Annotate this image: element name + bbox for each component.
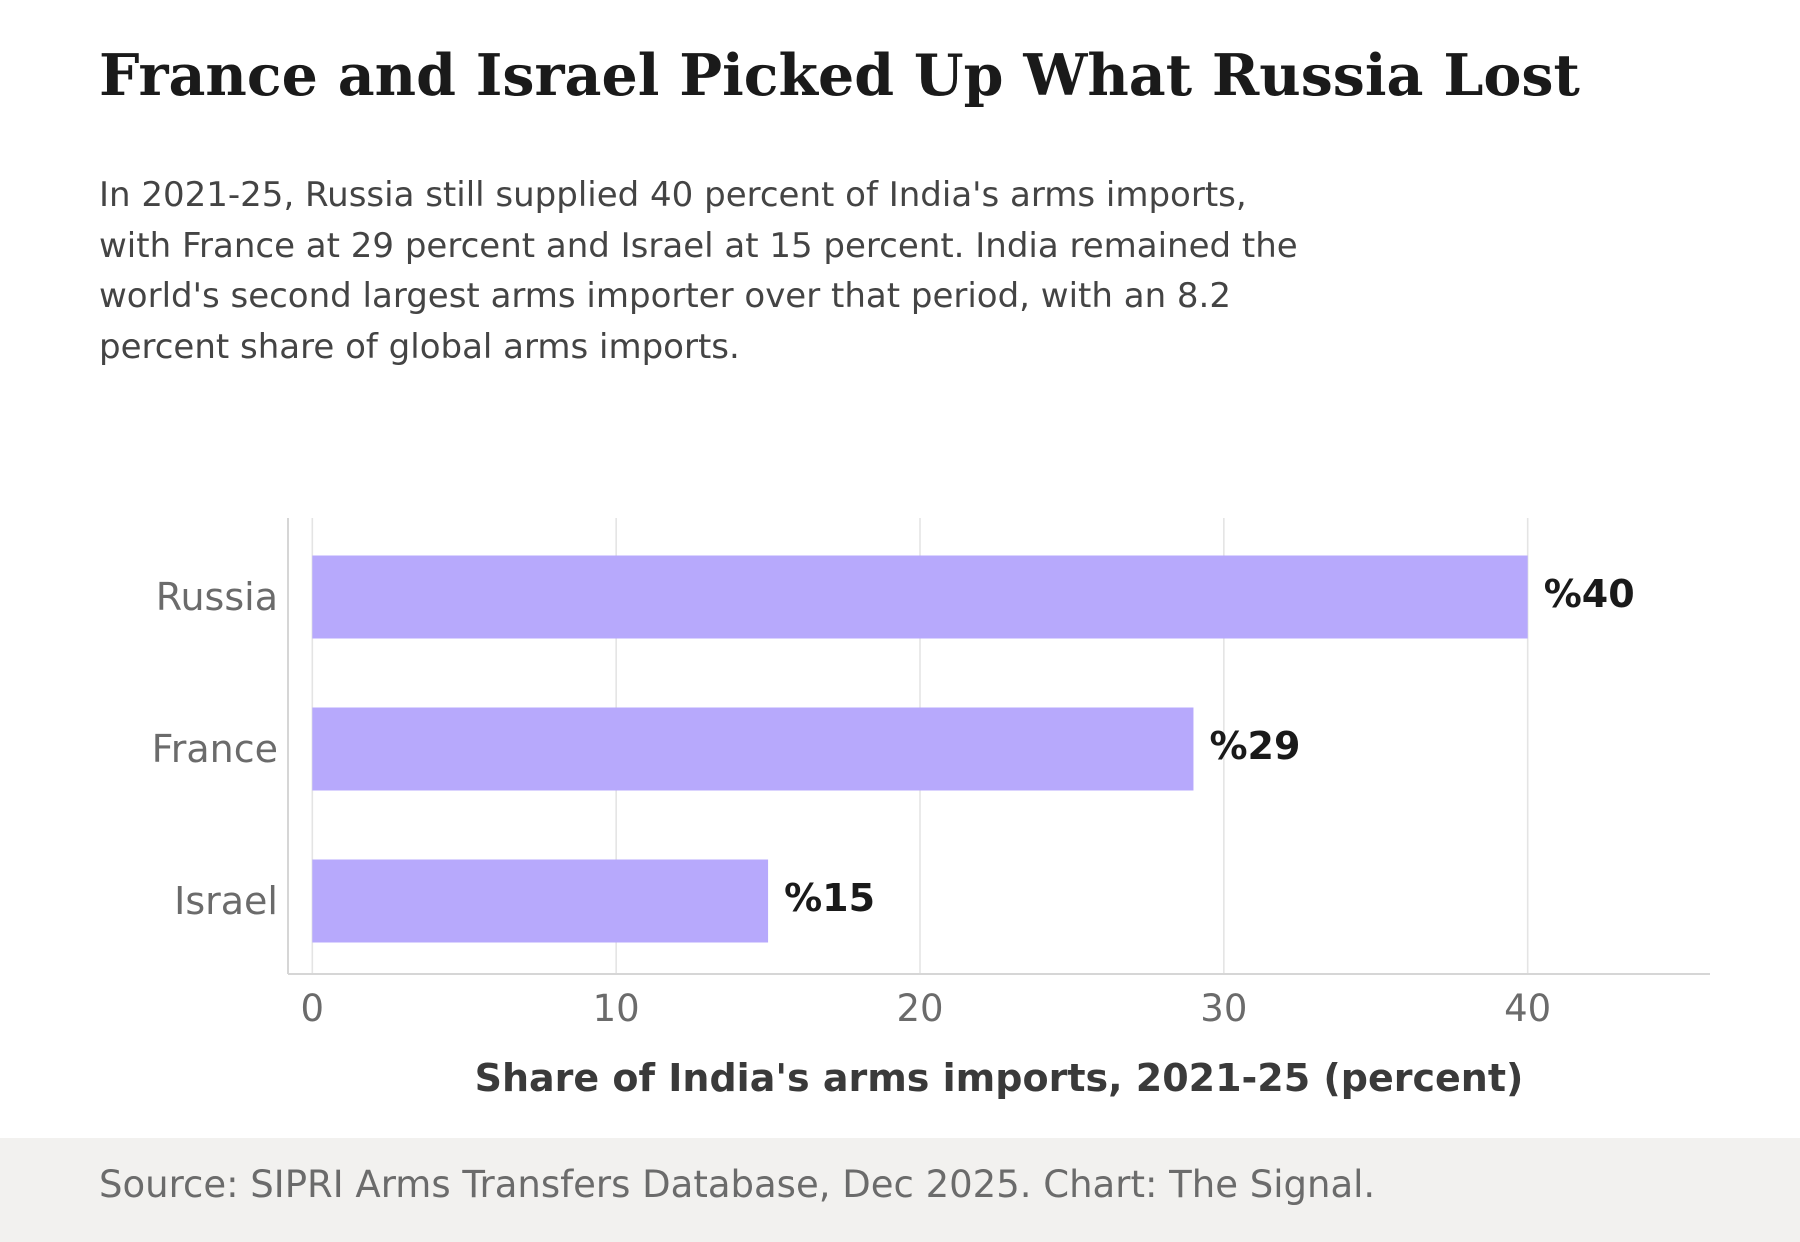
axes (287, 518, 1710, 975)
chart-title: France and Israel Picked Up What Russia … (99, 42, 1580, 109)
bar-russia (312, 555, 1528, 639)
x-tick-label: 0 (301, 987, 325, 1030)
y-category-label: France (152, 727, 278, 771)
bar-france (312, 707, 1194, 791)
source-note: Source: SIPRI Arms Transfers Database, D… (99, 1163, 1376, 1206)
subtitle-line: In 2021-25, Russia still supplied 40 per… (99, 175, 1247, 215)
x-tick-label: 40 (1504, 987, 1551, 1030)
y-category-label: Israel (174, 879, 278, 923)
chart-subtitle: In 2021-25, Russia still supplied 40 per… (99, 170, 1399, 372)
x-tick-label: 10 (593, 987, 640, 1030)
x-tick-label: 30 (1200, 987, 1247, 1030)
footer-band (0, 1138, 1800, 1242)
y-category-label: Russia (156, 575, 278, 619)
bar-israel (312, 859, 769, 943)
subtitle-line: world's second largest arms importer ove… (99, 276, 1231, 316)
bars (312, 555, 1528, 943)
bar-value-label: %15 (784, 876, 875, 920)
bar-value-label: %29 (1209, 724, 1300, 768)
labels: 0 10 20 30 40 Russia %40 France %29 Israel %15 Shar… (152, 572, 1635, 1100)
bar-value-label: %40 (1544, 572, 1635, 616)
subtitle-line: with France at 29 percent and Israel at … (99, 225, 1298, 266)
x-axis-title: Share of India's arms imports, 2021-25 (… (475, 1056, 1524, 1100)
subtitle-line: percent share of global arms imports. (99, 326, 740, 367)
x-tick-label: 20 (896, 987, 943, 1030)
